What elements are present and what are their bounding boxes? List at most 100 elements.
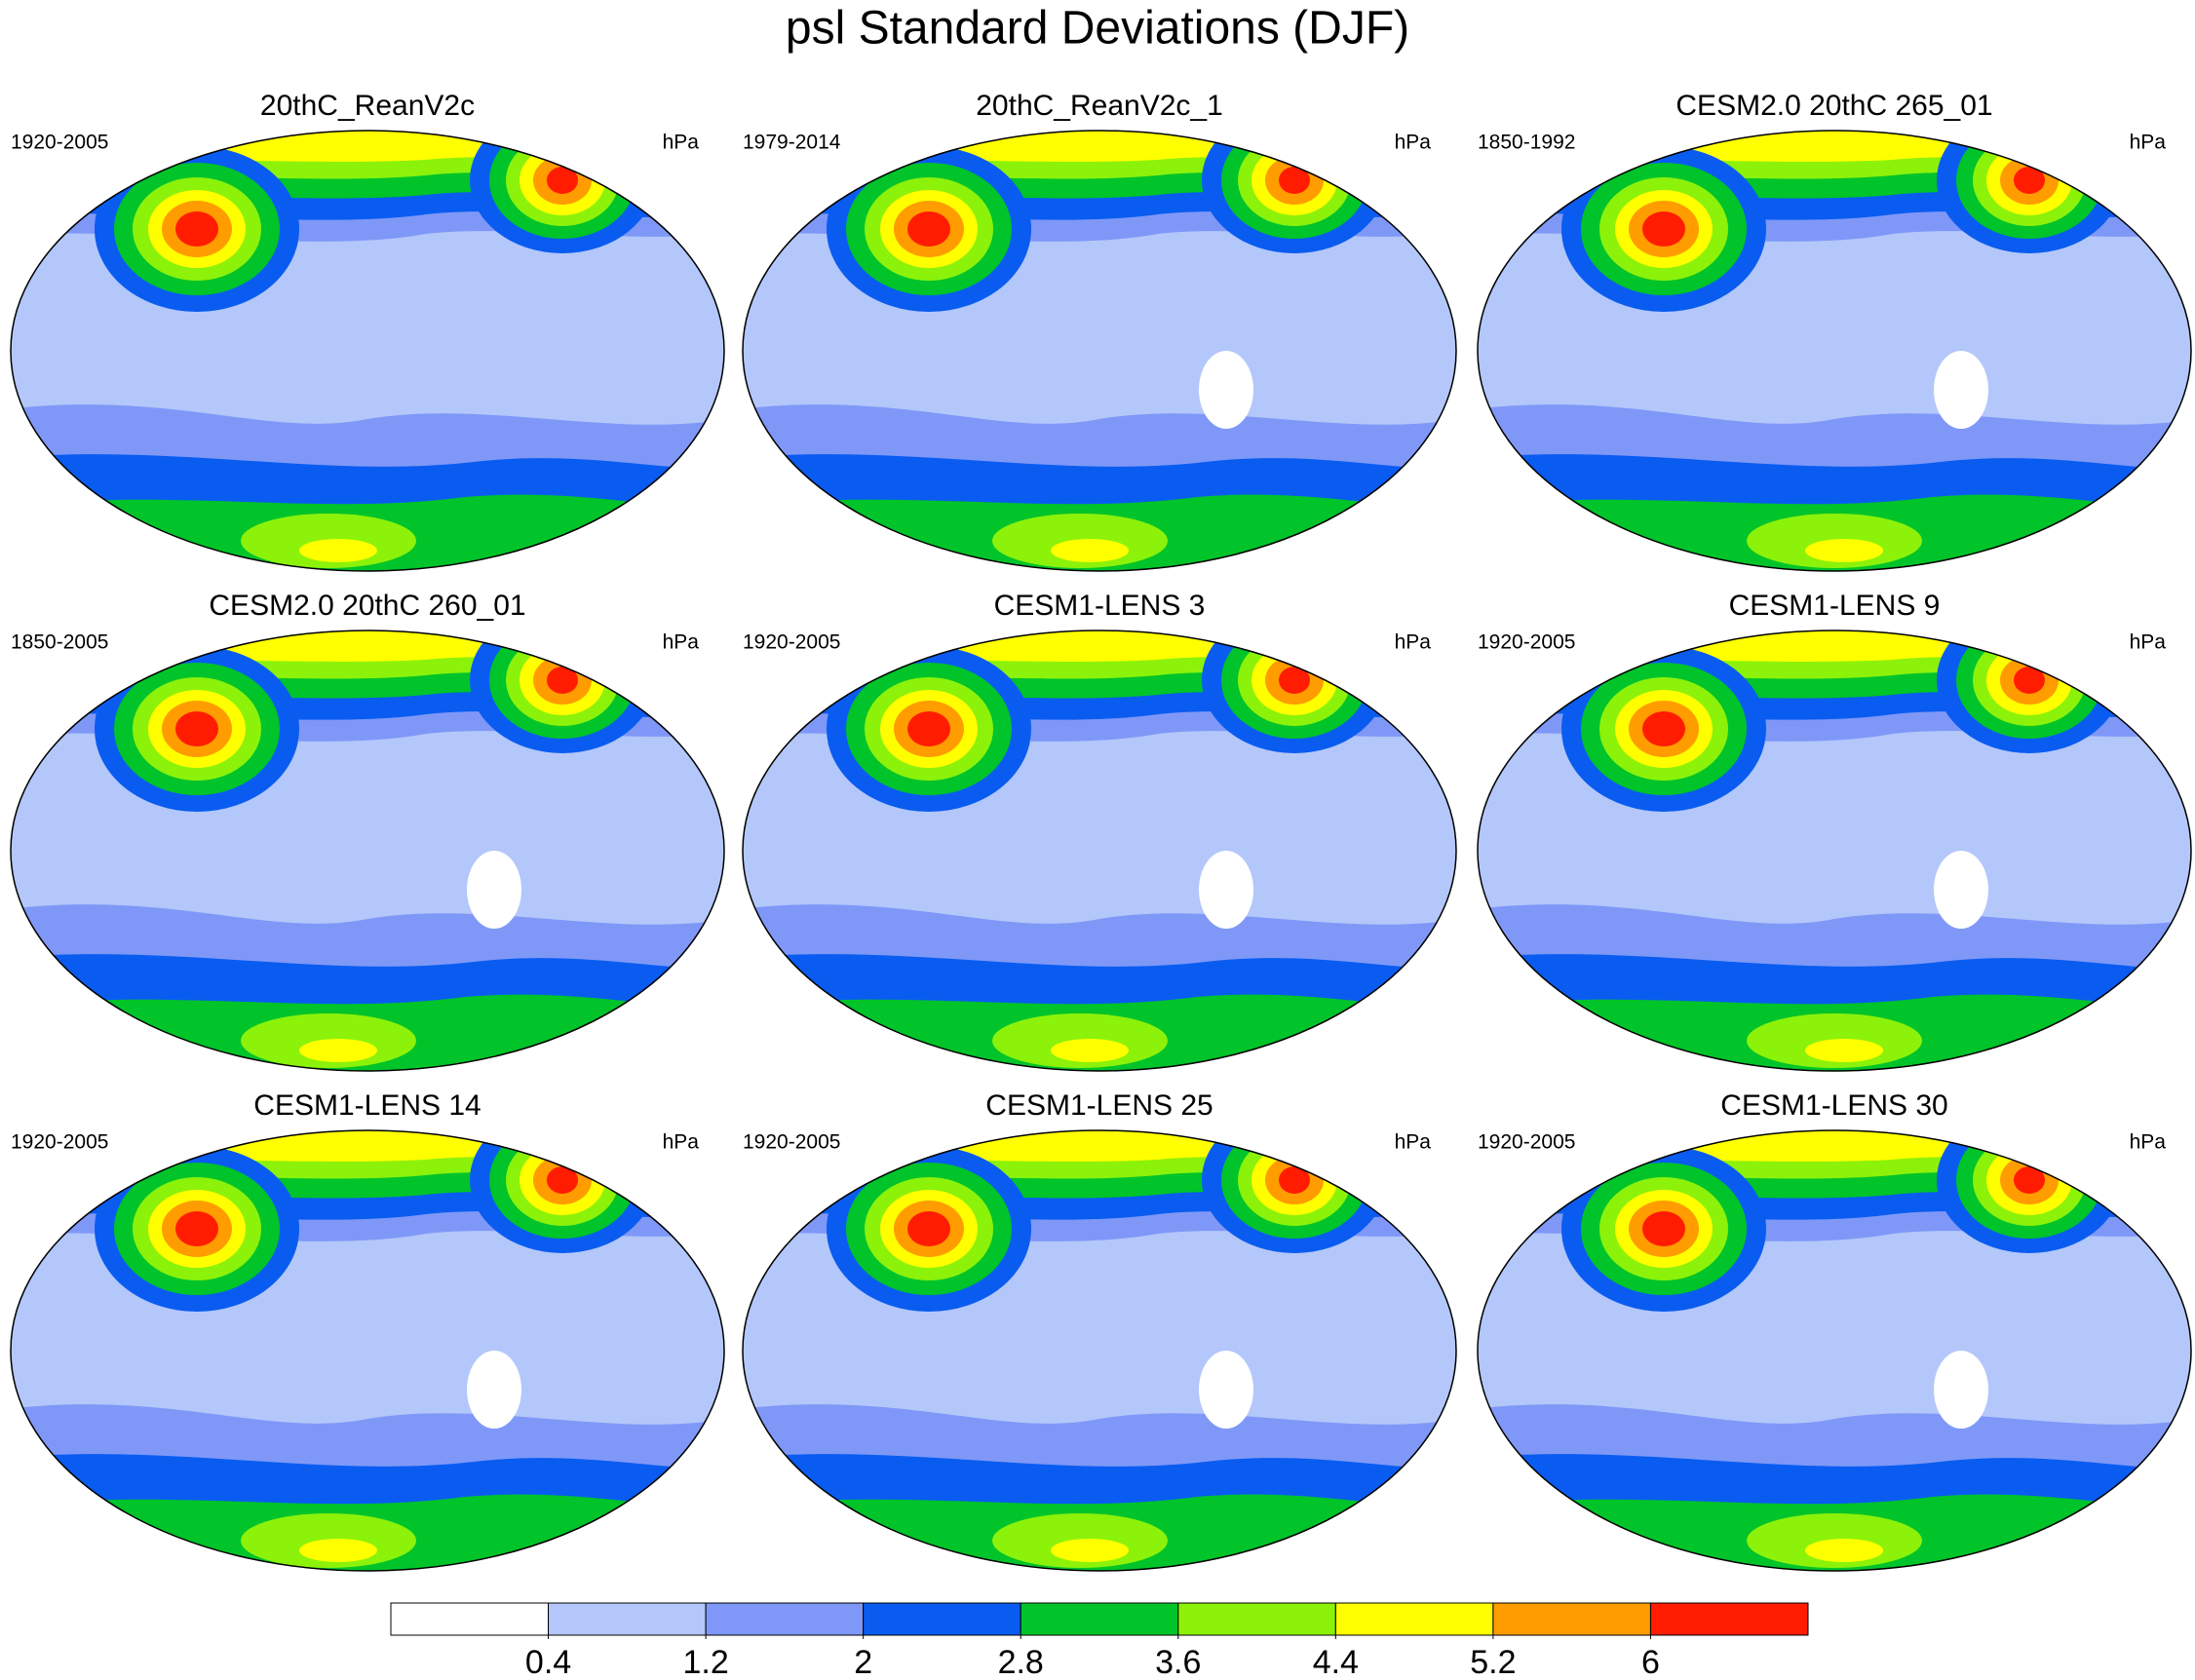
panel-period: 1850-1992 <box>1478 132 1575 154</box>
panel-title: CESM1-LENS 14 <box>253 1089 481 1122</box>
map-panel <box>742 130 1457 572</box>
map-field <box>1478 630 2191 1071</box>
field <box>467 1351 521 1429</box>
field <box>1805 539 1883 562</box>
panel-title: CESM1-LENS 9 <box>1729 590 1941 622</box>
panel-title: CESM1-LENS 25 <box>985 1089 1213 1122</box>
panel-period: 1920-2005 <box>1478 631 1575 654</box>
colorbar-box <box>390 1602 550 1636</box>
panel-period: 1920-2005 <box>11 1131 108 1154</box>
panel-period: 1920-2005 <box>1478 1131 1575 1154</box>
map-field <box>11 1130 724 1571</box>
map-outline <box>742 130 1457 572</box>
panel-title: CESM2.0 20thC 260_01 <box>209 590 525 622</box>
panel-title: CESM1-LENS 3 <box>994 590 1206 622</box>
map-panel <box>742 630 1457 1072</box>
colorbar-tick-label: 2.8 <box>998 1644 1044 1680</box>
map-field <box>11 630 724 1071</box>
map-field <box>1478 1130 2191 1571</box>
field <box>907 211 950 247</box>
panel-units: hPa <box>2130 132 2167 154</box>
field <box>175 711 218 746</box>
map-panel <box>1477 630 2192 1072</box>
figure-title: psl Standard Deviations (DJF) <box>786 3 1409 55</box>
field <box>1279 167 1310 194</box>
panel-period: 1979-2014 <box>743 132 841 154</box>
field <box>1279 667 1310 694</box>
field <box>299 1539 377 1562</box>
field <box>1934 1351 1988 1429</box>
colorbar-tick-label: 6 <box>1641 1644 1660 1680</box>
field <box>907 711 950 746</box>
field <box>1805 1539 1883 1562</box>
field <box>299 1039 377 1062</box>
field <box>175 1211 218 1246</box>
field <box>1478 1130 2191 1163</box>
colorbar-box <box>1020 1602 1179 1636</box>
field <box>2014 1166 2045 1194</box>
panel-title: 20thC_ReanV2c_1 <box>976 90 1223 122</box>
field <box>299 539 377 562</box>
panel-period: 1920-2005 <box>743 631 840 654</box>
map-panel <box>1477 130 2192 572</box>
panel-units: hPa <box>1395 132 1432 154</box>
field <box>547 1166 578 1194</box>
colorbar-box <box>863 1602 1021 1636</box>
panel-units: hPa <box>1395 1131 1432 1154</box>
panel-units: hPa <box>663 132 700 154</box>
field <box>11 630 724 663</box>
colorbar-box <box>1649 1602 1809 1636</box>
field <box>467 851 521 929</box>
map-outline <box>10 130 725 572</box>
colorbar-tick-label: 4.4 <box>1313 1644 1359 1680</box>
field <box>547 167 578 194</box>
colorbar-box <box>1492 1602 1651 1636</box>
panel-units: hPa <box>663 631 700 654</box>
panel-period: 1920-2005 <box>11 132 108 154</box>
map-field <box>743 131 1456 571</box>
field <box>1642 1211 1685 1246</box>
colorbar-box <box>548 1602 707 1636</box>
field <box>1478 630 2191 663</box>
map-field <box>743 1130 1456 1571</box>
field <box>743 630 1456 663</box>
colorbar-box <box>1177 1602 1336 1636</box>
map-outline <box>1477 630 2192 1072</box>
field <box>1199 1351 1253 1429</box>
map-field <box>743 630 1456 1071</box>
panel-title: CESM2.0 20thC 265_01 <box>1675 90 1992 122</box>
panel-units: hPa <box>2130 631 2167 654</box>
field <box>1642 711 1685 746</box>
field <box>11 131 724 163</box>
panel-title: CESM1-LENS 30 <box>1720 1089 1947 1122</box>
panel-title: 20thC_ReanV2c <box>260 90 475 122</box>
map-field <box>11 131 724 571</box>
field <box>743 1130 1456 1163</box>
field <box>1051 1039 1129 1062</box>
colorbar-box <box>705 1602 865 1636</box>
field <box>1805 1039 1883 1062</box>
field <box>11 1130 724 1163</box>
field <box>1279 1166 1310 1194</box>
colorbar-tick-label: 1.2 <box>682 1644 728 1680</box>
field <box>2014 167 2045 194</box>
map-field <box>1478 131 2191 571</box>
field <box>1478 131 2191 163</box>
field <box>1934 851 1988 929</box>
map-panel <box>742 1129 1457 1572</box>
map-outline <box>742 1129 1457 1572</box>
field <box>1199 851 1253 929</box>
panel-units: hPa <box>1395 631 1432 654</box>
map-outline <box>1477 1129 2192 1572</box>
map-panel <box>10 1129 725 1572</box>
colorbar-tick-label: 3.6 <box>1155 1644 1201 1680</box>
colorbar-tick-label: 5.2 <box>1470 1644 1516 1680</box>
field <box>1934 351 1988 429</box>
panel-units: hPa <box>663 1131 700 1154</box>
panel-units: hPa <box>2130 1131 2167 1154</box>
field <box>907 1211 950 1246</box>
panel-period: 1850-2005 <box>11 631 108 654</box>
colorbar-tick-label: 2 <box>854 1644 872 1680</box>
colorbar-box <box>1334 1602 1494 1636</box>
